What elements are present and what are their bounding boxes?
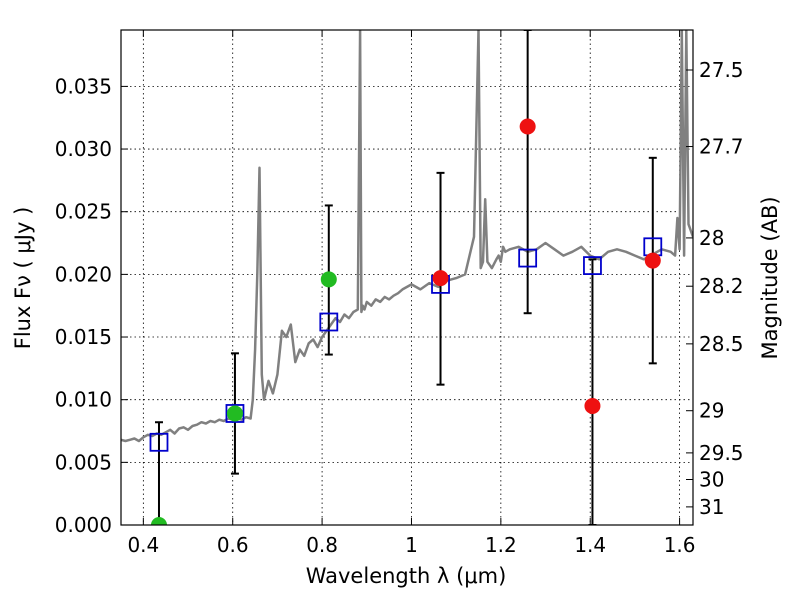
observed-photometry-point bbox=[320, 271, 337, 288]
magnitude-tick-label: 27.5 bbox=[699, 58, 744, 82]
magnitude-tick-label: 28 bbox=[699, 226, 724, 250]
x-tick-label: 1.2 bbox=[485, 533, 517, 557]
x-tick-label: 0.6 bbox=[217, 533, 249, 557]
x-tick-label: 0.4 bbox=[127, 533, 159, 557]
x-tick-label: 1.4 bbox=[574, 533, 606, 557]
magnitude-tick-label: 31 bbox=[699, 495, 724, 519]
y-tick-label: 0.035 bbox=[55, 74, 112, 98]
x-axis-label: Wavelength λ (μm) bbox=[306, 564, 507, 588]
model-photometry-square bbox=[583, 256, 602, 275]
observed-photometry-point bbox=[519, 118, 536, 135]
observed-photometry-point bbox=[226, 405, 243, 422]
model-photometry-markers bbox=[149, 237, 663, 452]
x-tick-label: 1 bbox=[405, 533, 418, 557]
magnitude-tick-label: 27.7 bbox=[699, 135, 744, 159]
magnitude-tick-label: 29 bbox=[699, 399, 724, 423]
magnitude-axis-ticks: 27.5 27.7 28 28.2 28.5 29 29.5 30 31 bbox=[686, 58, 744, 519]
y-tick-label: 0.025 bbox=[55, 200, 112, 224]
observed-photometry-markers bbox=[150, 118, 661, 525]
magnitude-tick-label: 28.2 bbox=[699, 274, 744, 298]
observed-photometry-point bbox=[584, 397, 601, 414]
grid-lines bbox=[121, 30, 693, 526]
model-photometry-square bbox=[225, 404, 245, 423]
model-photometry-square bbox=[319, 312, 339, 332]
y-tick-label: 0.010 bbox=[55, 388, 112, 412]
y-tick-label: 0.000 bbox=[55, 513, 112, 537]
observed-photometry-point bbox=[644, 252, 661, 269]
y-axis-label: Flux Fν ( μJy ) bbox=[11, 207, 35, 350]
y-tick-label: 0.020 bbox=[55, 262, 112, 286]
magnitude-axis-label: Magnitude (AB) bbox=[758, 196, 782, 359]
x-tick-label: 1.6 bbox=[664, 533, 696, 557]
plot-frame bbox=[120, 29, 694, 526]
observed-photometry-point bbox=[432, 270, 449, 287]
x-axis-ticks: 0.4 0.6 0.8 1 1.2 1.4 1.6 bbox=[127, 30, 696, 557]
model-photometry-square bbox=[149, 432, 169, 452]
magnitude-tick-label: 28.5 bbox=[699, 332, 744, 356]
y-tick-label: 0.015 bbox=[55, 325, 112, 349]
magnitude-tick-label: 29.5 bbox=[699, 441, 744, 465]
model-spectrum-line bbox=[121, 30, 693, 443]
y-tick-label: 0.030 bbox=[55, 137, 112, 161]
y-axis-ticks: 0.000 0.005 0.010 0.015 0.020 0.025 0.030 0.035 bbox=[55, 74, 128, 537]
magnitude-tick-label: 30 bbox=[699, 468, 724, 492]
x-tick-label: 0.8 bbox=[306, 533, 338, 557]
observed-photometry-point bbox=[150, 517, 167, 525]
error-bars bbox=[154, 30, 657, 525]
y-tick-label: 0.005 bbox=[55, 450, 112, 474]
model-photometry-square bbox=[518, 248, 538, 268]
